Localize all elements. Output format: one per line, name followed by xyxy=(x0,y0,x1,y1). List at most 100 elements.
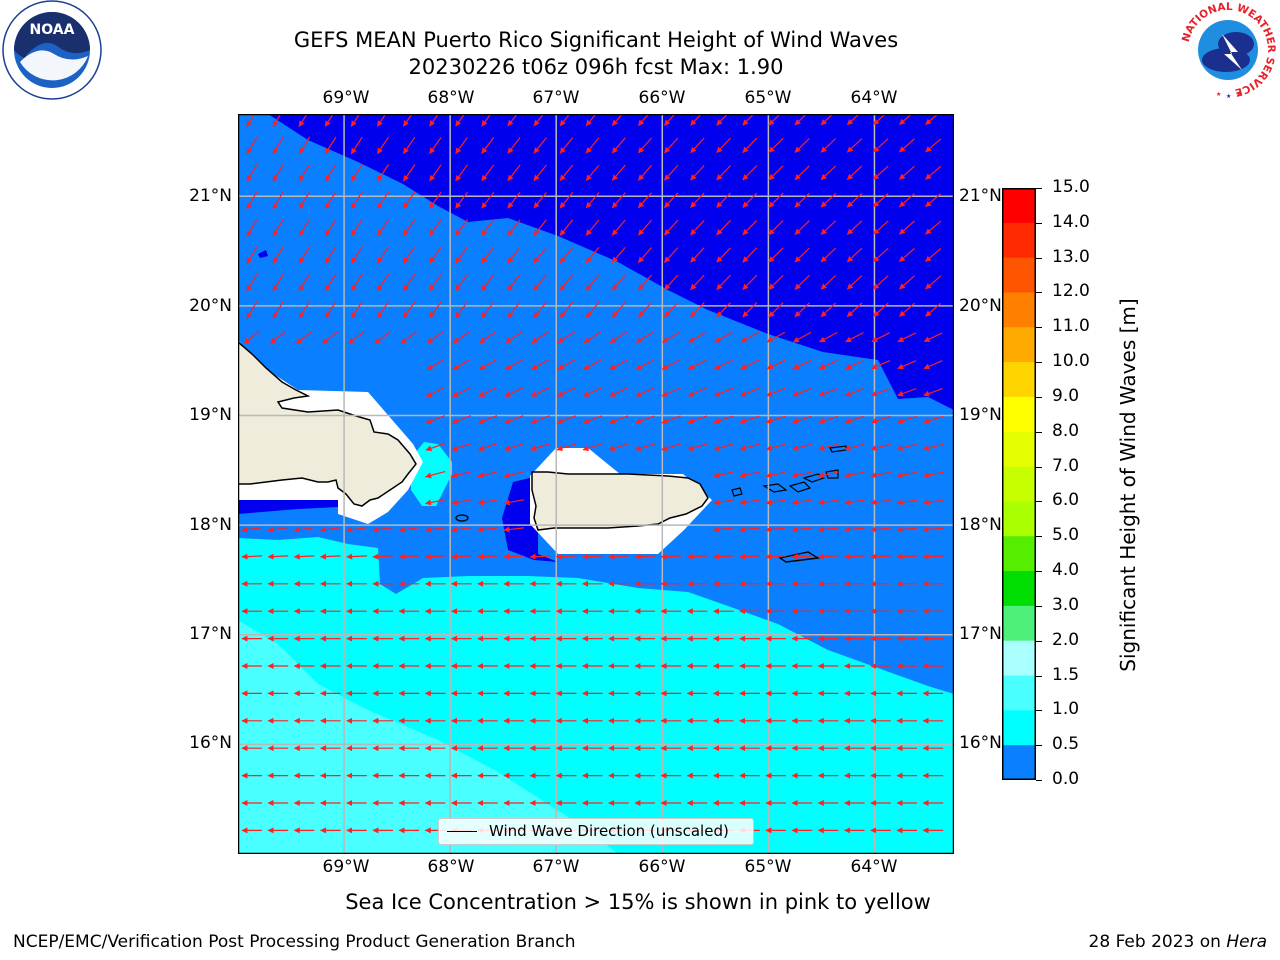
wave-direction-arrow xyxy=(376,273,390,292)
wave-direction-arrow xyxy=(507,219,521,236)
wave-direction-arrow xyxy=(296,330,313,344)
wave-direction-arrow xyxy=(298,191,311,210)
wave-direction-arrow xyxy=(846,165,863,181)
wave-direction-arrow xyxy=(896,443,917,451)
wave-direction-arrow xyxy=(791,553,813,560)
lon-tick-bottom: 69°W xyxy=(322,857,370,877)
wave-direction-arrow xyxy=(897,332,917,343)
wave-direction-arrow xyxy=(818,443,839,451)
wave-direction-arrow xyxy=(481,301,495,319)
wave-direction-arrow xyxy=(742,114,755,126)
wave-direction-arrow xyxy=(794,192,810,208)
title-line-2: 20230226 t06z 096h fcst Max: 1.90 xyxy=(408,55,784,79)
wave-direction-arrow xyxy=(403,246,416,264)
wave-direction-arrow xyxy=(637,301,653,318)
wave-direction-arrow xyxy=(403,114,413,127)
colorbar-segment xyxy=(1002,327,1036,363)
wave-direction-arrow xyxy=(507,246,521,264)
wave-direction-arrow xyxy=(533,301,547,319)
wave-direction-arrow xyxy=(690,165,705,181)
legend-label: Wind Wave Direction (unscaled) xyxy=(489,822,729,840)
wave-direction-arrow xyxy=(791,526,813,533)
wave-direction-arrow xyxy=(870,387,891,397)
colorbar-tick: 0.0 xyxy=(1052,769,1080,789)
wave-direction-arrow xyxy=(739,443,760,451)
wave-direction-arrow xyxy=(298,114,308,128)
lon-tick-top: 64°W xyxy=(850,88,898,108)
lat-tick-left: 20°N xyxy=(189,296,232,316)
wave-direction-arrow xyxy=(899,193,915,208)
wave-direction-arrow xyxy=(637,274,653,291)
colorbar-segment xyxy=(1002,431,1036,468)
wave-direction-arrow xyxy=(507,164,521,182)
lat-tick-right: 19°N xyxy=(959,405,1002,425)
wave-direction-arrow xyxy=(713,443,734,451)
wave-direction-arrow xyxy=(818,415,839,424)
wave-direction-arrow xyxy=(872,220,889,235)
wave-direction-arrow xyxy=(298,163,311,182)
wave-direction-arrow xyxy=(713,499,734,506)
wave-direction-arrow xyxy=(559,192,574,209)
wave-direction-arrow xyxy=(611,219,626,236)
wave-direction-arrow xyxy=(609,359,628,370)
wave-direction-arrow xyxy=(269,330,287,344)
wave-direction-arrow xyxy=(272,273,284,292)
wave-direction-arrow xyxy=(452,386,471,398)
footer-host: Hera xyxy=(1226,932,1267,952)
wave-direction-arrow xyxy=(609,331,628,344)
colorbar-tick-mark xyxy=(1036,745,1042,747)
wave-direction-arrow xyxy=(768,220,784,236)
colorbar-tick-mark xyxy=(1036,292,1042,294)
wave-direction-arrow xyxy=(481,137,495,154)
wave-direction-arrow xyxy=(742,165,758,181)
wave-direction-arrow xyxy=(820,165,837,181)
wave-direction-arrow xyxy=(819,331,838,343)
lat-tick-right: 16°N xyxy=(959,733,1002,753)
wave-direction-arrow xyxy=(872,165,889,180)
wave-direction-arrow xyxy=(925,302,942,317)
colorbar-tick: 3.0 xyxy=(1052,594,1080,615)
wave-direction-arrow xyxy=(742,219,758,236)
lon-tick-top: 67°W xyxy=(532,88,580,108)
colorbar-tick-mark xyxy=(1036,466,1042,468)
wave-direction-arrow xyxy=(664,247,679,263)
wave-direction-arrow xyxy=(899,138,915,153)
wave-direction-arrow xyxy=(791,499,813,506)
wave-direction-arrow xyxy=(817,553,839,560)
wave-direction-arrow xyxy=(533,219,547,236)
wave-direction-arrow xyxy=(477,499,498,506)
wave-direction-arrow xyxy=(504,387,524,397)
wave-direction-arrow xyxy=(660,553,682,560)
wave-direction-arrow xyxy=(452,331,471,344)
wave-direction-arrow xyxy=(896,526,918,533)
wave-direction-arrow xyxy=(899,220,915,235)
wave-direction-arrow xyxy=(272,114,282,128)
wave-direction-arrow xyxy=(478,415,498,424)
wave-direction-arrow xyxy=(870,471,891,479)
wave-direction-arrow xyxy=(324,301,337,319)
wave-direction-arrow xyxy=(298,300,311,319)
wave-direction-arrow xyxy=(272,246,284,265)
wave-direction-arrow xyxy=(846,302,863,318)
colorbar-tick-mark xyxy=(1036,780,1042,781)
wave-direction-arrow xyxy=(530,415,550,424)
wave-direction-arrow xyxy=(716,192,731,208)
wave-direction-arrow xyxy=(765,471,786,479)
wave-direction-arrow xyxy=(664,164,679,181)
wave-direction-arrow xyxy=(637,114,650,126)
wave-direction-arrow xyxy=(792,387,812,397)
wave-direction-arrow xyxy=(481,191,495,209)
wave-direction-arrow xyxy=(267,553,289,560)
wave-direction-arrow xyxy=(690,114,702,126)
wave-direction-arrow xyxy=(740,331,759,343)
wave-direction-arrow xyxy=(768,165,784,181)
wave-direction-arrow xyxy=(791,471,813,479)
wave-direction-arrow xyxy=(870,415,891,424)
colorbar-tick: 12.0 xyxy=(1052,281,1090,302)
wave-direction-arrow xyxy=(477,553,498,560)
wave-direction-arrow xyxy=(246,191,258,210)
wave-direction-arrow xyxy=(742,137,758,154)
wave-direction-arrow xyxy=(923,388,943,397)
wave-direction-arrow xyxy=(324,273,337,292)
wave-direction-arrow xyxy=(740,387,760,397)
